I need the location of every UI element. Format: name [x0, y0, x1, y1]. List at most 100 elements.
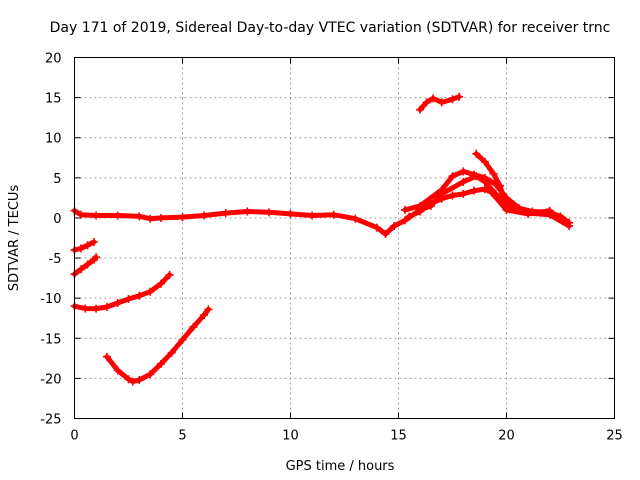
series-trace [72, 272, 172, 312]
data-point [448, 172, 457, 181]
tick-layer [74, 57, 615, 419]
data-point [480, 157, 489, 166]
data-point [156, 279, 165, 288]
data-point [437, 185, 446, 194]
grid-layer [74, 57, 615, 419]
y-tick-label: -25 [40, 413, 61, 428]
y-tick-label: -20 [40, 372, 61, 387]
x-axis-label: GPS time / hours [286, 459, 395, 474]
data-point [146, 214, 155, 223]
data-point [459, 189, 468, 198]
y-tick-label: -5 [49, 252, 62, 267]
data-point [558, 217, 567, 226]
series-peak-spike [472, 149, 515, 211]
data-point [135, 212, 144, 221]
data-point [487, 188, 496, 197]
data-point [81, 304, 90, 313]
data-point [264, 208, 273, 217]
series-trace [473, 151, 514, 210]
data-point [459, 177, 468, 186]
x-tick-label: 15 [390, 429, 407, 444]
data-point [308, 211, 317, 220]
y-tick-label: 5 [53, 172, 61, 187]
data-point [565, 218, 574, 227]
data-point [286, 209, 295, 218]
data-point [524, 209, 533, 218]
data-point [448, 191, 457, 200]
data-point [437, 194, 446, 203]
series-segment-c [70, 270, 174, 313]
data-point [221, 209, 230, 218]
data-point [165, 270, 174, 279]
x-tick-labels: 0 5 10 15 20 25 [70, 429, 622, 444]
y-tick-labels: -25 -20 -15 -10 -5 0 5 10 15 20 [40, 52, 61, 428]
data-point [489, 169, 498, 178]
data-point [416, 207, 425, 216]
data-point [83, 260, 92, 269]
y-tick-label: -15 [40, 332, 61, 347]
y-tick-label: 10 [45, 132, 62, 147]
x-tick-label: 20 [498, 429, 515, 444]
data-point [390, 221, 399, 230]
y-axis-label: SDTVAR / TECUs [7, 185, 22, 292]
data-point [92, 253, 101, 262]
series-high-segment [416, 92, 463, 114]
data-point [146, 287, 155, 296]
y-tick-label: -10 [40, 292, 61, 307]
series-upper-band [400, 167, 574, 227]
plot-frame [74, 57, 615, 419]
data-point [156, 213, 165, 222]
data-point [204, 305, 213, 314]
data-point [372, 223, 381, 232]
data-point [128, 377, 137, 386]
data-point [496, 181, 505, 190]
data-point [178, 213, 187, 222]
x-tick-label: 10 [282, 429, 299, 444]
data-point [426, 199, 435, 208]
data-point [156, 359, 165, 368]
data-point [76, 265, 85, 274]
data-point [400, 205, 409, 214]
y-tick-label: 0 [53, 212, 61, 227]
data-point [400, 216, 409, 225]
data-point [243, 207, 252, 216]
data-point [135, 375, 144, 384]
data-point [102, 352, 111, 361]
data-point [124, 375, 133, 384]
data-point [470, 170, 479, 179]
data-point [167, 348, 176, 357]
data-point [102, 302, 111, 311]
data-point [83, 241, 92, 250]
data-point [405, 212, 414, 221]
data-point [472, 149, 481, 158]
series-segment-d [102, 305, 213, 386]
series-lower-band [405, 185, 567, 226]
data-point [422, 98, 431, 107]
data-point [416, 105, 425, 114]
data-point [92, 211, 101, 220]
data-point [178, 335, 187, 344]
data-point [89, 238, 98, 247]
data-point [113, 298, 122, 307]
x-tick-label: 0 [70, 429, 78, 444]
data-point [189, 323, 198, 332]
data-point [429, 94, 438, 103]
data-point [459, 167, 468, 176]
data-point [454, 92, 463, 101]
y-tick-label: 20 [45, 52, 62, 67]
data-point [506, 202, 515, 211]
data-point [502, 205, 511, 214]
x-tick-label: 25 [606, 429, 623, 444]
data-point [448, 95, 457, 104]
data-point [135, 291, 144, 300]
data-point [437, 98, 446, 107]
data-point [470, 186, 479, 195]
data-point [480, 185, 489, 194]
data-point [545, 206, 554, 215]
y-tick-label: 15 [45, 92, 62, 107]
data-point [92, 304, 101, 313]
data-point [146, 370, 155, 379]
x-tick-label: 5 [178, 429, 186, 444]
data-point [351, 214, 360, 223]
data-point [124, 294, 133, 303]
